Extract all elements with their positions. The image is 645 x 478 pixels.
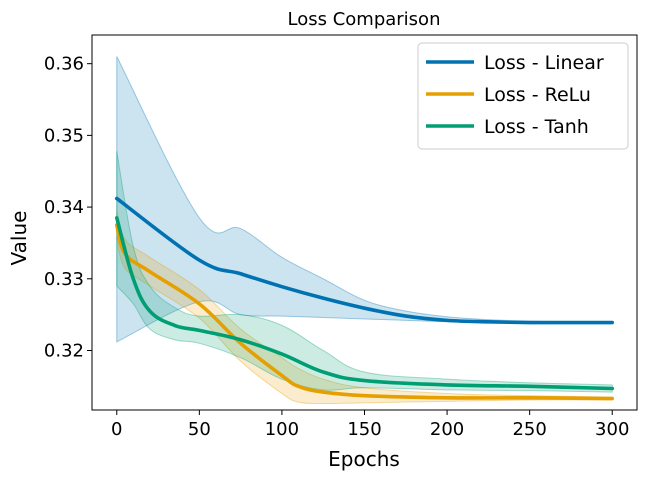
y-tick-label: 0.32 (44, 340, 84, 361)
legend-label-loss-linear: Loss - Linear (484, 52, 604, 74)
y-tick-label: 0.35 (44, 125, 84, 146)
x-tick-label: 50 (188, 419, 211, 440)
y-tick-label: 0.34 (44, 197, 84, 218)
line-loss-tanh (114, 216, 615, 391)
x-tick-label: 300 (595, 419, 629, 440)
x-tick-label: 100 (265, 419, 299, 440)
y-tick-label: 0.33 (44, 269, 84, 290)
band-loss-tanh (116, 151, 613, 393)
series-lines (114, 196, 615, 401)
line-loss-relu (114, 223, 615, 401)
axes: 0 50 100 150 200 250 300 0.32 0.33 0.34 0.35 0.36 (44, 34, 638, 440)
legend-box (417, 42, 629, 150)
legend-label-loss-tanh: Loss - Tanh (484, 116, 589, 138)
x-tick-label: 0 (111, 419, 122, 440)
x-axis-label: Epochs (328, 447, 400, 471)
x-tick-label: 150 (347, 419, 381, 440)
chart-title: Loss Comparison (288, 9, 441, 30)
legend-label-loss-relu: Loss - ReLu (484, 84, 591, 106)
y-tick-label: 0.36 (44, 54, 84, 75)
y-axis-label: Value (7, 211, 31, 266)
line-loss-linear (114, 196, 615, 325)
x-tick-label: 250 (512, 419, 546, 440)
x-tick-label: 200 (430, 419, 464, 440)
legend: Loss - Linear Loss - ReLu Loss - Tanh (417, 42, 629, 150)
